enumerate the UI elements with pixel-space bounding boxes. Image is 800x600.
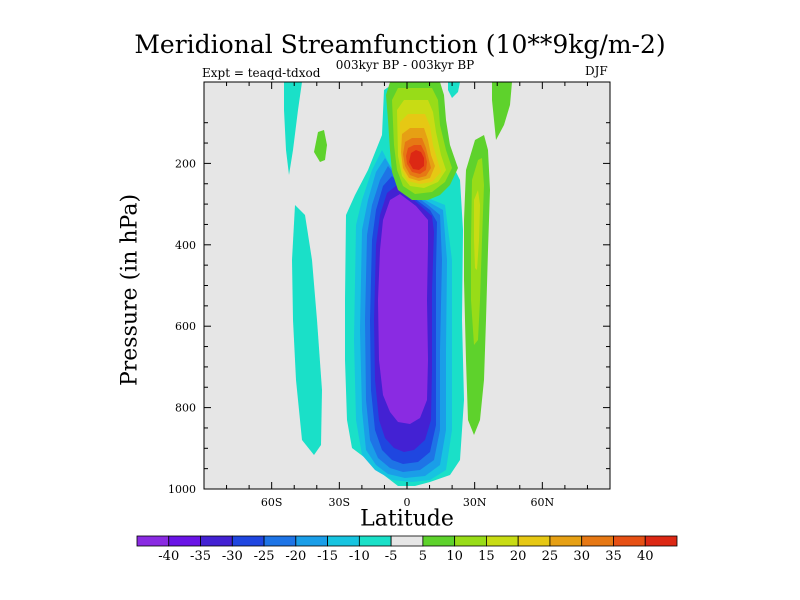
colorbar: -40 -35 -30 -25 -20 -15 -10 -5 5 10 15 20 25 30 35 40 [136,535,678,564]
colorbar-label: -15 [317,549,338,564]
x-tick-label: 60N [531,496,555,509]
colorbar-swatch [581,535,614,547]
y-axis: 200 400 600 800 1000 [168,122,610,496]
chart-subtitle: 003kyr BP - 003kyr BP [335,58,475,72]
y-tick-label: 600 [175,320,196,333]
colorbar-swatch [613,535,646,547]
colorbar-swatch [231,535,265,547]
colorbar-swatch [454,535,487,547]
contour-patch-negative-upper [448,82,460,98]
colorbar-label: -20 [285,549,306,564]
colorbar-swatch [327,535,360,547]
contour-cell-positive-40 [409,150,424,170]
x-tick-label: 0 [404,496,411,509]
x-axis: 60S 30S 0 30N 60N [203,82,611,509]
colorbar-label: -35 [190,549,211,564]
colorbar-swatch [517,535,551,547]
colorbar-swatch [295,535,328,547]
colorbar-label: -25 [254,549,275,564]
colorbar-swatch [168,535,201,547]
colorbar-swatch [549,535,583,547]
colorbar-label: 25 [542,549,559,564]
contour-band-southern-upper [284,82,302,175]
colorbar-label: 5 [419,549,427,564]
chart-title: Meridional Streamfunction (10**9kg/m-2) [134,30,666,59]
x-tick-label: 30S [329,496,351,509]
colorbar-label: 40 [637,549,654,564]
colorbar-swatch [136,535,170,547]
colorbar-label: 30 [573,549,590,564]
colorbar-label: -10 [349,549,370,564]
colorbar-label: -40 [158,549,179,564]
x-tick-label: 60S [261,496,283,509]
colorbar-swatch [358,535,392,547]
y-tick-label: 800 [175,402,196,415]
colorbar-swatch [263,535,297,547]
colorbar-label: 15 [478,549,495,564]
colorbar-swatch [644,535,678,547]
contour-region-negative-40 [378,194,428,424]
season-label: DJF [585,64,608,78]
experiment-label: Expt = teaqd-tdxod [202,66,321,80]
y-tick-label: 400 [175,239,196,252]
colorbar-label: 10 [446,549,463,564]
contour-patch-northern-upper [492,82,512,140]
contour-band-northern-core [474,190,480,270]
contour-patch-positive-small [314,130,327,162]
colorbar-swatch [390,535,424,547]
colorbar-label: -5 [385,549,398,564]
y-tick-label: 200 [175,157,196,170]
colorbar-label: -30 [222,549,243,564]
contour-band-southern-mid [292,205,322,455]
colorbar-label: 20 [510,549,527,564]
x-axis-label: Latitude [360,506,454,532]
x-tick-label: 30N [463,496,487,509]
colorbar-swatch [422,535,456,547]
y-tick-label: 1000 [168,483,196,496]
colorbar-label: 35 [605,549,622,564]
contour-field [284,82,512,486]
colorbar-swatch [200,535,233,547]
colorbar-swatch [486,535,519,547]
